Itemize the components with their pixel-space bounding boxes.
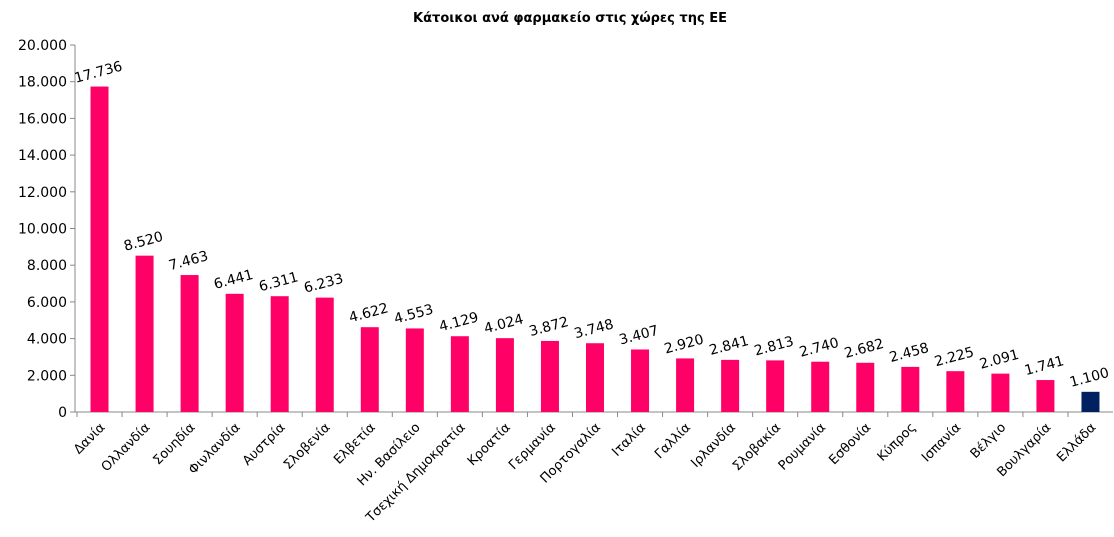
value-label: 2.740: [798, 335, 841, 361]
x-tick-label: Βέλγιο: [968, 420, 1010, 462]
x-tick-label: Εσθονία: [826, 420, 874, 468]
x-tick-label: Γαλλία: [652, 420, 694, 462]
y-tick-label: 2.000: [27, 368, 67, 384]
bar: [135, 255, 154, 412]
y-tick-label: 6.000: [27, 295, 67, 311]
bar: [946, 371, 965, 412]
value-label: 2.920: [663, 332, 706, 358]
x-tick-label: Σλοβακία: [730, 420, 784, 474]
value-label: 1.741: [1023, 353, 1066, 379]
value-label: 3.872: [527, 314, 570, 340]
value-label: 2.225: [933, 344, 976, 370]
value-label: 3.407: [618, 323, 661, 349]
bar: [270, 296, 289, 412]
value-label: 6.311: [257, 269, 300, 295]
x-tick-label: Ιταλία: [609, 420, 649, 460]
value-label: 4.622: [347, 300, 390, 326]
bar: [540, 340, 559, 412]
y-tick-label: 18.000: [18, 75, 67, 91]
bar: [901, 366, 920, 412]
bar: [766, 360, 785, 412]
y-tick-label: 12.000: [18, 185, 67, 201]
y-tick-label: 8.000: [27, 258, 67, 274]
value-label: 7.463: [167, 248, 210, 274]
bar: [676, 358, 695, 412]
bar: [405, 328, 424, 412]
value-label: 17.736: [73, 59, 125, 87]
bar: [586, 343, 604, 412]
bar: [1081, 391, 1100, 412]
y-tick-label: 0: [58, 405, 67, 421]
value-label: 2.813: [753, 334, 796, 360]
value-label: 2.091: [978, 347, 1021, 373]
y-tick-label: 16.000: [18, 111, 67, 127]
value-label: 2.682: [843, 336, 886, 362]
value-label: 4.553: [392, 302, 435, 328]
value-label: 8.520: [122, 229, 165, 255]
y-tick-label: 14.000: [18, 148, 67, 164]
y-tick-label: 10.000: [18, 222, 67, 238]
bar: [856, 362, 875, 412]
bar: [180, 275, 199, 412]
x-tick-label: Ελλάδα: [1054, 420, 1099, 465]
bar: [360, 327, 379, 412]
value-label: 6.441: [212, 267, 255, 293]
bar: [495, 338, 514, 412]
value-label: 1.100: [1068, 365, 1111, 391]
value-label: 6.233: [302, 271, 345, 297]
value-label: 2.841: [708, 333, 751, 359]
bar: [721, 359, 740, 412]
value-label: 3.748: [573, 316, 616, 342]
value-label: 2.458: [888, 340, 931, 366]
bar: [811, 361, 830, 412]
chart-title: Κάτοικοι ανά φαρμακείο στις χώρες της ΕΕ: [413, 11, 727, 26]
x-tick-label: Ρουμανία: [776, 420, 829, 473]
x-tick-label: Ολλανδία: [99, 420, 154, 475]
bar: [315, 297, 334, 412]
value-label: 4.024: [482, 311, 525, 337]
bar: [225, 293, 244, 412]
x-tick-label: Κύπρος: [875, 420, 919, 464]
x-tick-label: Σλοβενία: [281, 420, 334, 473]
y-tick-label: 4.000: [27, 332, 67, 348]
bar: [1036, 380, 1055, 412]
x-tick-label: Δανία: [71, 420, 108, 457]
bar: [450, 336, 469, 412]
value-label: 4.129: [437, 309, 480, 335]
y-tick-label: 20.000: [18, 38, 67, 54]
x-tick-label: Ισπανία: [919, 420, 964, 465]
bar: [90, 86, 109, 412]
bar: [631, 349, 650, 412]
bar: [991, 373, 1010, 412]
